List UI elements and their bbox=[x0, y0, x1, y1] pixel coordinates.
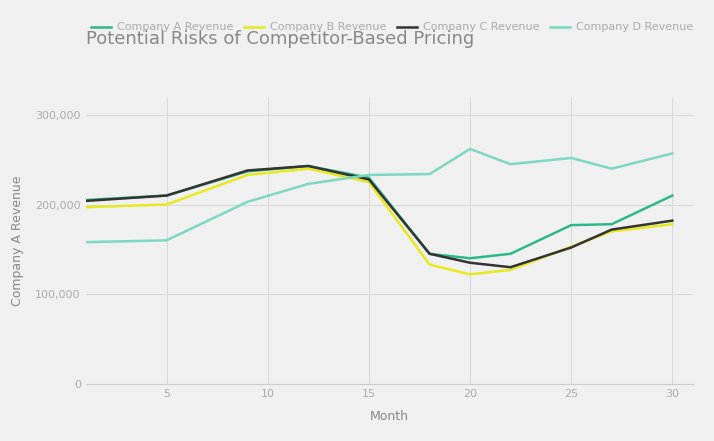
Company A Revenue bbox=[304, 163, 313, 168]
Company D Revenue bbox=[81, 239, 90, 245]
Company D Revenue bbox=[506, 161, 515, 167]
Company D Revenue bbox=[466, 146, 474, 152]
Company A Revenue bbox=[608, 221, 616, 227]
Company C Revenue bbox=[506, 265, 515, 270]
Company C Revenue bbox=[243, 168, 252, 173]
Company B Revenue bbox=[426, 262, 434, 267]
Company A Revenue bbox=[668, 193, 677, 198]
Company A Revenue bbox=[365, 175, 373, 180]
Company D Revenue bbox=[426, 172, 434, 177]
Company B Revenue bbox=[304, 166, 313, 171]
X-axis label: Month: Month bbox=[370, 410, 408, 422]
Line: Company A Revenue: Company A Revenue bbox=[86, 166, 673, 258]
Company B Revenue bbox=[81, 205, 90, 210]
Line: Company C Revenue: Company C Revenue bbox=[86, 166, 673, 267]
Company D Revenue bbox=[304, 181, 313, 187]
Line: Company D Revenue: Company D Revenue bbox=[86, 149, 673, 242]
Company A Revenue bbox=[81, 198, 90, 203]
Company A Revenue bbox=[243, 169, 252, 174]
Company D Revenue bbox=[668, 151, 677, 156]
Company B Revenue bbox=[466, 272, 474, 277]
Company B Revenue bbox=[162, 202, 171, 207]
Company C Revenue bbox=[162, 193, 171, 198]
Legend: Company A Revenue, Company B Revenue, Company C Revenue, Company D Revenue: Company A Revenue, Company B Revenue, Co… bbox=[91, 22, 693, 32]
Company B Revenue bbox=[668, 221, 677, 227]
Company D Revenue bbox=[162, 238, 171, 243]
Company C Revenue bbox=[304, 163, 313, 168]
Company D Revenue bbox=[608, 166, 616, 171]
Company D Revenue bbox=[567, 155, 575, 161]
Company C Revenue bbox=[466, 260, 474, 265]
Company C Revenue bbox=[426, 251, 434, 256]
Company C Revenue bbox=[608, 227, 616, 232]
Company B Revenue bbox=[506, 267, 515, 273]
Company C Revenue bbox=[567, 245, 575, 250]
Company A Revenue bbox=[426, 251, 434, 256]
Company C Revenue bbox=[668, 218, 677, 223]
Company C Revenue bbox=[365, 177, 373, 182]
Company D Revenue bbox=[365, 172, 373, 178]
Company A Revenue bbox=[506, 251, 515, 256]
Company B Revenue bbox=[608, 229, 616, 234]
Company A Revenue bbox=[567, 222, 575, 228]
Company B Revenue bbox=[365, 179, 373, 185]
Company B Revenue bbox=[567, 244, 575, 249]
Company D Revenue bbox=[243, 199, 252, 205]
Company A Revenue bbox=[162, 193, 171, 198]
Company B Revenue bbox=[243, 172, 252, 178]
Company C Revenue bbox=[81, 198, 90, 204]
Y-axis label: Company A Revenue: Company A Revenue bbox=[11, 175, 24, 306]
Company A Revenue bbox=[466, 256, 474, 261]
Line: Company B Revenue: Company B Revenue bbox=[86, 168, 673, 274]
Text: Potential Risks of Competitor-Based Pricing: Potential Risks of Competitor-Based Pric… bbox=[86, 30, 474, 48]
